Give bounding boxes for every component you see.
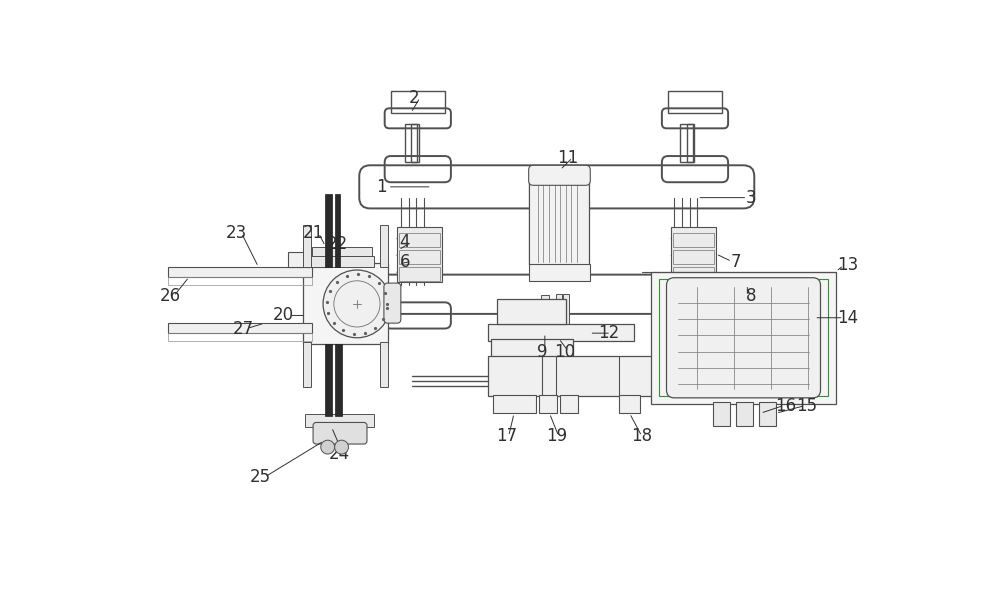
Bar <box>397 227 442 282</box>
Text: 12: 12 <box>598 324 619 342</box>
Bar <box>305 256 374 267</box>
Bar <box>380 343 388 387</box>
Bar <box>619 395 640 413</box>
Bar <box>399 233 440 247</box>
Text: 2: 2 <box>409 88 419 106</box>
Text: 8: 8 <box>746 287 756 305</box>
Text: 23: 23 <box>226 224 247 242</box>
Bar <box>560 304 569 313</box>
Bar <box>668 91 722 113</box>
Bar <box>560 395 578 413</box>
Bar <box>497 299 566 324</box>
Bar <box>551 304 559 313</box>
Bar <box>380 225 388 267</box>
Bar <box>335 344 342 415</box>
Text: 7: 7 <box>731 252 741 270</box>
Bar <box>303 263 388 344</box>
FancyBboxPatch shape <box>529 174 590 270</box>
Bar <box>168 267 312 277</box>
Bar <box>312 247 372 256</box>
Text: 14: 14 <box>837 309 858 327</box>
Bar <box>325 344 332 415</box>
Text: 18: 18 <box>631 427 652 445</box>
Bar <box>736 403 753 426</box>
Text: 9: 9 <box>537 343 547 361</box>
Text: 19: 19 <box>547 427 568 445</box>
Bar <box>541 294 549 333</box>
Bar <box>493 395 536 413</box>
Text: 10: 10 <box>554 343 575 361</box>
Bar <box>303 343 311 387</box>
Text: 17: 17 <box>496 427 517 445</box>
Text: 22: 22 <box>326 235 348 253</box>
Bar <box>488 356 694 396</box>
Text: 11: 11 <box>557 148 579 166</box>
FancyBboxPatch shape <box>313 423 367 444</box>
Bar <box>288 252 332 267</box>
FancyBboxPatch shape <box>529 165 590 185</box>
Bar <box>411 124 419 162</box>
FancyBboxPatch shape <box>666 278 820 398</box>
Bar <box>491 338 573 358</box>
Text: 15: 15 <box>796 397 817 415</box>
Bar <box>659 279 828 396</box>
Bar <box>488 324 634 341</box>
Bar <box>391 91 445 113</box>
Text: 21: 21 <box>303 224 324 242</box>
Bar <box>305 414 374 427</box>
Circle shape <box>321 440 335 454</box>
Text: 27: 27 <box>232 320 254 338</box>
Circle shape <box>335 440 348 454</box>
Text: 25: 25 <box>249 468 271 486</box>
Bar <box>671 227 716 282</box>
Bar <box>673 250 714 264</box>
Bar <box>168 333 312 341</box>
Text: 3: 3 <box>746 189 757 207</box>
Bar <box>539 395 557 413</box>
Bar <box>168 323 312 333</box>
Bar <box>529 264 590 281</box>
Bar <box>673 233 714 247</box>
Bar <box>303 225 311 267</box>
Circle shape <box>323 270 391 338</box>
Bar <box>335 194 340 267</box>
Text: 16: 16 <box>775 397 796 415</box>
Text: 13: 13 <box>837 257 858 275</box>
Bar <box>399 250 440 264</box>
Bar <box>325 194 332 267</box>
Text: 1: 1 <box>376 178 387 196</box>
Text: 4: 4 <box>399 233 410 251</box>
Text: 26: 26 <box>159 287 180 305</box>
Bar <box>168 277 312 285</box>
Text: 6: 6 <box>399 252 410 270</box>
Bar <box>759 403 776 426</box>
Bar <box>533 304 546 313</box>
Bar <box>673 267 714 281</box>
Bar <box>713 403 730 426</box>
Bar <box>399 267 440 281</box>
Bar <box>680 124 693 162</box>
Bar <box>563 294 569 338</box>
FancyBboxPatch shape <box>384 283 401 323</box>
Bar <box>687 124 694 162</box>
Bar <box>651 272 836 404</box>
Bar <box>556 294 562 338</box>
Text: 20: 20 <box>272 307 294 325</box>
Text: 24: 24 <box>329 445 350 463</box>
Bar <box>405 124 417 162</box>
